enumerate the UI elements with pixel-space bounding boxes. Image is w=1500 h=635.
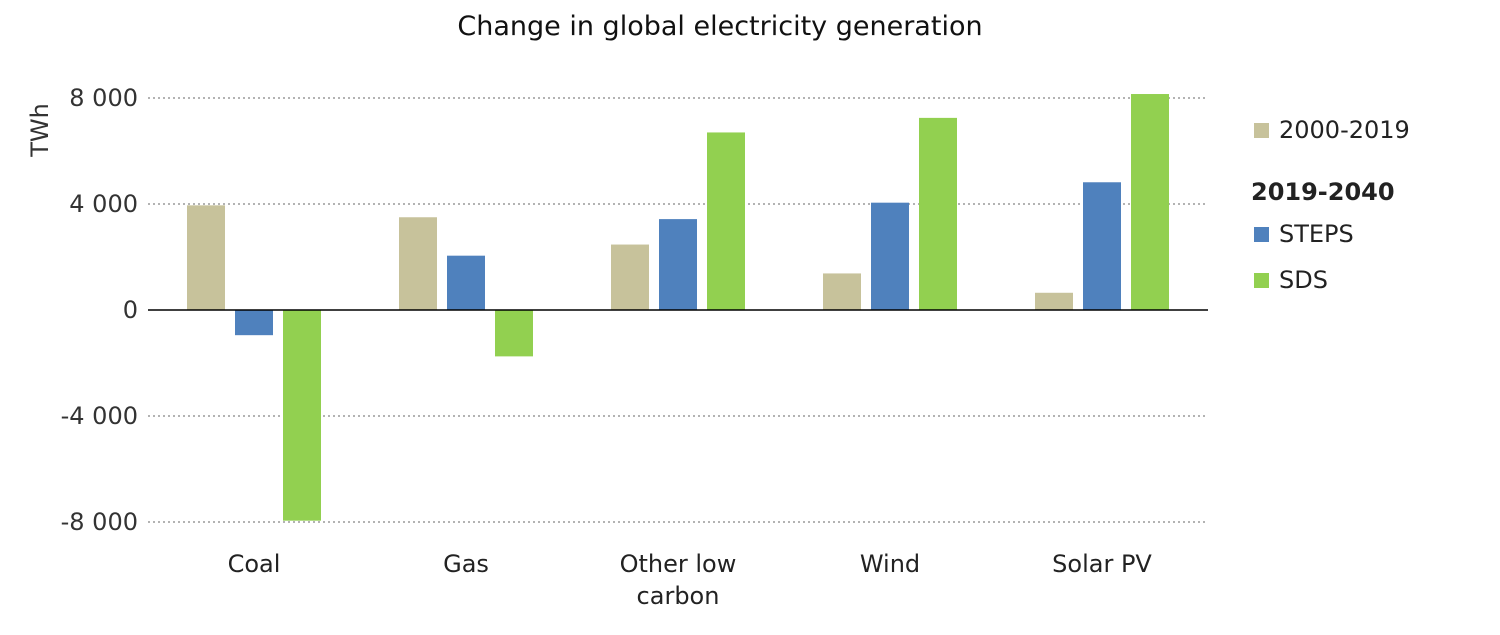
bar-steps-coal bbox=[235, 310, 273, 336]
legend-label: STEPS bbox=[1279, 220, 1354, 248]
bars-layer bbox=[187, 94, 1169, 521]
legend: 2000-2019 2019-2040 STEPS SDS bbox=[1251, 116, 1410, 294]
bar-steps-other-low-carbon bbox=[659, 219, 697, 310]
bar-2000-2019-coal bbox=[187, 205, 225, 310]
legend-label: SDS bbox=[1279, 266, 1328, 294]
y-tick-labels: 8 000 4 000 0 -4 000 -8 000 bbox=[61, 84, 138, 536]
bar-sds-wind bbox=[919, 117, 957, 310]
legend-label: 2000-2019 bbox=[1279, 116, 1410, 144]
bar-steps-gas bbox=[447, 255, 485, 310]
bar-sds-solar-pv bbox=[1131, 94, 1169, 311]
y-tick-label: 0 bbox=[123, 296, 138, 324]
x-category-label: Coal bbox=[228, 550, 281, 578]
chart-title: Change in global electricity generation bbox=[457, 11, 982, 42]
legend-swatch bbox=[1254, 227, 1269, 242]
y-tick-label: 8 000 bbox=[69, 84, 138, 112]
bar-steps-solar-pv bbox=[1083, 182, 1121, 310]
bar-steps-wind bbox=[871, 202, 909, 310]
bar-sds-coal bbox=[283, 310, 321, 521]
x-category-label: Other low carbon bbox=[620, 550, 737, 610]
bar-2000-2019-solar-pv bbox=[1035, 292, 1073, 310]
x-category-label: Wind bbox=[860, 550, 920, 578]
y-tick-label: 4 000 bbox=[69, 190, 138, 218]
bar-2000-2019-other-low-carbon bbox=[611, 244, 649, 310]
x-category-label: Gas bbox=[443, 550, 489, 578]
x-category-label: Solar PV bbox=[1052, 550, 1152, 578]
grid-layer bbox=[148, 97, 1208, 523]
legend-group-heading: 2019-2040 bbox=[1251, 178, 1395, 206]
x-category-labels: Coal Gas Other low carbon Wind Solar PV bbox=[228, 550, 1153, 610]
bar-sds-other-low-carbon bbox=[707, 132, 745, 310]
y-tick-label: -4 000 bbox=[61, 402, 138, 430]
y-axis-label: TWh bbox=[26, 103, 54, 158]
legend-swatch bbox=[1254, 123, 1269, 138]
legend-swatch bbox=[1254, 273, 1269, 288]
bar-sds-gas bbox=[495, 310, 533, 357]
bar-2000-2019-gas bbox=[399, 217, 437, 310]
bar-2000-2019-wind bbox=[823, 273, 861, 310]
y-tick-label: -8 000 bbox=[61, 508, 138, 536]
